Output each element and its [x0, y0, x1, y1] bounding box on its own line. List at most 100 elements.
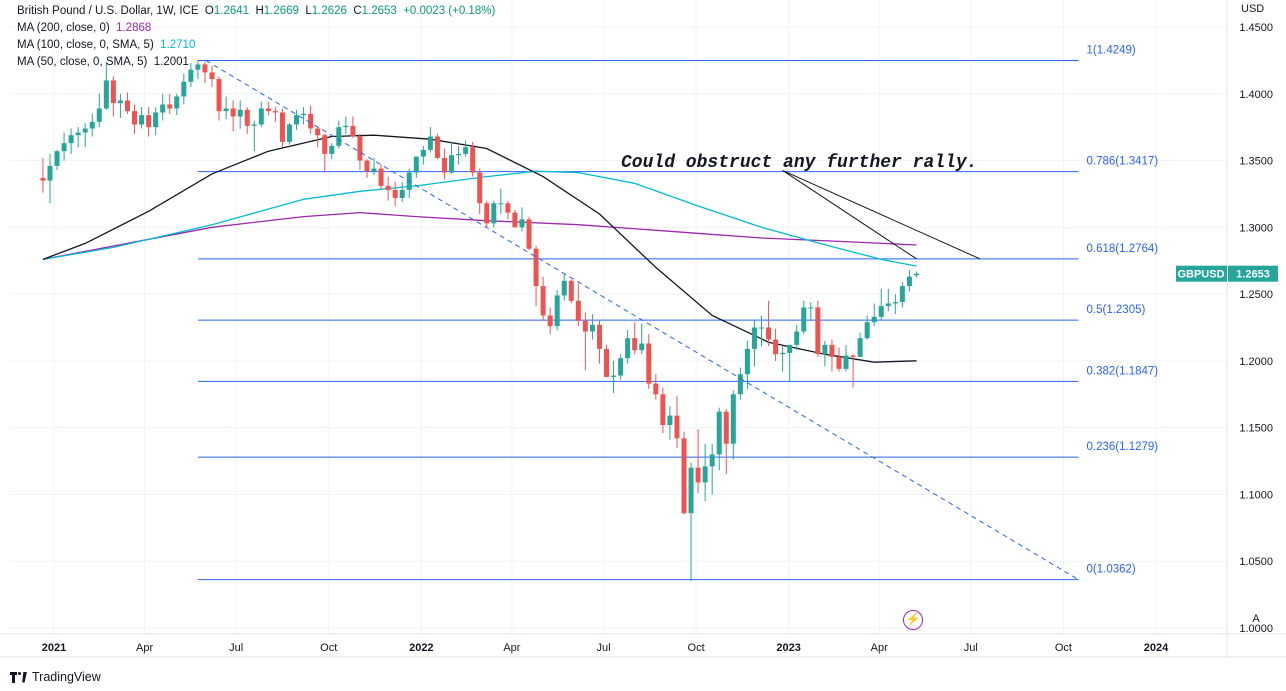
fib-retracement[interactable]: 1(1.4249) 0.786(1.3417) 0.618(1.2764) 0.5(1…: [197, 45, 1159, 581]
candle: [322, 133, 328, 173]
time-tick-label: Oct: [1055, 642, 1072, 654]
candle-body: [639, 343, 645, 351]
time-tick-label: Jul: [229, 642, 243, 654]
candle-body: [420, 149, 426, 157]
auto-scale-button[interactable]: A: [1252, 613, 1260, 625]
candle: [110, 76, 116, 117]
candle-body: [174, 96, 180, 109]
candle: [702, 443, 708, 502]
candle: [871, 303, 877, 327]
candle-body: [132, 111, 138, 125]
candle-body: [315, 128, 321, 136]
candle-body: [195, 64, 201, 70]
ma200-label: MA (200, close, 0): [17, 22, 110, 34]
candle: [716, 407, 722, 471]
candle: [505, 200, 511, 220]
candle-body: [160, 104, 166, 113]
time-tick-label: Apr: [136, 642, 153, 654]
candle: [308, 105, 314, 134]
candle: [611, 360, 617, 393]
candle-body: [526, 219, 532, 249]
candle-body: [892, 302, 898, 304]
candle-body: [646, 343, 652, 384]
candle-body: [723, 411, 729, 444]
candle: [470, 141, 476, 177]
price-tick-label: 1.4000: [1239, 89, 1273, 101]
candle: [153, 107, 159, 136]
candle-body: [808, 307, 814, 309]
candle-body: [434, 136, 440, 158]
candle-body: [336, 127, 342, 146]
candle: [68, 128, 74, 154]
candle: [709, 443, 715, 495]
candle: [371, 157, 377, 176]
candle-body: [399, 189, 405, 198]
candle-body: [716, 411, 722, 455]
candle-body: [103, 80, 109, 109]
candle: [258, 101, 264, 128]
candle: [878, 288, 884, 320]
candle: [843, 344, 849, 372]
legend-ma50-row[interactable]: MA (50, close, 0, SMA, 5) 1.2001: [17, 54, 495, 71]
time-tick-label: Jul: [596, 642, 610, 654]
candle-body: [244, 109, 250, 126]
fib-level-label: 0.236(1.1279): [1087, 441, 1159, 453]
candle: [653, 374, 659, 400]
candle-body: [540, 286, 546, 316]
candle-body: [674, 415, 680, 439]
candle: [681, 431, 687, 515]
resistance-trendline: [782, 169, 981, 260]
legend-ma100-row[interactable]: MA (100, close, 0, SMA, 5) 1.2710: [17, 37, 495, 54]
legend-ma200-row[interactable]: MA (200, close, 0) 1.2868: [17, 20, 495, 37]
candle-body: [547, 315, 553, 327]
candle-body: [350, 125, 356, 137]
candle: [568, 279, 574, 304]
candle: [526, 216, 532, 251]
candle-body: [589, 324, 595, 332]
candle: [336, 120, 342, 149]
candle: [230, 100, 236, 132]
candle: [892, 294, 898, 315]
axes[interactable]: 1.0000 1.0500 1.1000 1.1500 1.2000 1.2500 1.30…: [0, 0, 1286, 658]
time-tick-label: Oct: [688, 642, 705, 654]
candle-body: [209, 72, 215, 80]
candle: [167, 93, 173, 114]
candle: [251, 120, 257, 152]
candles: [40, 60, 919, 582]
candle-body: [836, 356, 842, 369]
candle: [449, 141, 455, 174]
candle-body: [463, 147, 469, 154]
candle: [758, 315, 764, 347]
fib-level-label: 0.382(1.1847): [1087, 365, 1159, 377]
candle: [512, 209, 518, 228]
candle-body: [329, 145, 335, 154]
price-tick-label: 1.0000: [1239, 623, 1273, 635]
low-value: 1.2626: [311, 5, 347, 17]
candle: [625, 330, 631, 364]
candle: [561, 274, 567, 301]
candle: [885, 288, 891, 312]
candle: [54, 149, 60, 170]
candle: [822, 340, 828, 367]
drawings[interactable]: Could obstruct any further rally.: [205, 60, 1079, 581]
candle: [75, 127, 81, 148]
candle-body: [618, 358, 624, 376]
brand-name: TradingView: [32, 670, 101, 684]
candle: [223, 96, 229, 120]
candle: [596, 320, 602, 364]
low-label: L: [305, 5, 312, 17]
symbol-tag: GBPUSD: [1177, 269, 1224, 281]
lightning-icon[interactable]: ⚡: [903, 610, 923, 630]
symbol-title[interactable]: British Pound / U.S. Dollar, 1W, ICE: [17, 5, 199, 17]
candle: [343, 116, 349, 134]
candle: [96, 93, 102, 128]
candle-body: [89, 121, 95, 129]
candle: [533, 246, 539, 307]
candle: [378, 164, 384, 190]
price-tick-label: 1.1500: [1239, 423, 1273, 435]
candle-body: [470, 147, 476, 173]
candle: [484, 200, 490, 228]
candle: [737, 367, 743, 400]
candle: [667, 406, 673, 440]
